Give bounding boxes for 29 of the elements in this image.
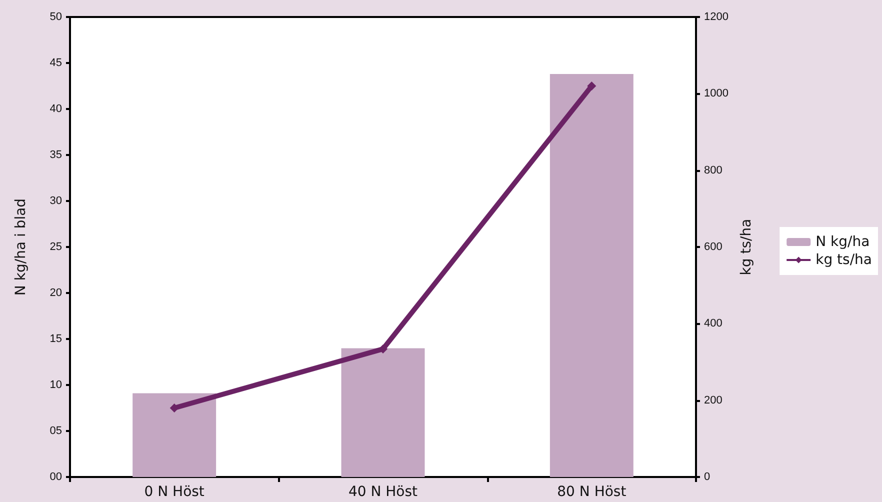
y2-tick-label: 600 xyxy=(704,241,722,253)
y-tick-label: 20 xyxy=(50,287,62,299)
legend-label: kg ts/ha xyxy=(816,252,872,268)
y2-tick-label: 200 xyxy=(704,394,722,406)
y-axis-title: N kg/ha i blad xyxy=(13,198,29,296)
y-tick-label: 15 xyxy=(50,333,62,345)
y-tick-label: 35 xyxy=(50,149,62,161)
y-tick-label: 40 xyxy=(50,103,62,115)
x-tick-label: 80 N Höst xyxy=(557,484,627,500)
bar xyxy=(132,393,216,477)
x-tick-label: 40 N Höst xyxy=(348,484,418,500)
y2-axis-title: kg ts/ha xyxy=(738,218,754,276)
y-tick-label: 50 xyxy=(50,11,62,23)
y-tick-label: 05 xyxy=(50,425,62,437)
x-tick-label: 0 N Höst xyxy=(144,484,205,500)
y-tick-label: 45 xyxy=(50,57,62,69)
point xyxy=(587,82,596,90)
bar xyxy=(341,348,425,477)
y-tick-label: 00 xyxy=(50,471,62,483)
y2-tick-label: 1000 xyxy=(704,88,728,100)
y-tick-label: 30 xyxy=(50,195,62,207)
y-tick-label: 10 xyxy=(50,379,62,391)
y2-tick-label: 400 xyxy=(704,318,722,330)
y2-tick-label: 1200 xyxy=(704,11,728,23)
y-tick-label: 25 xyxy=(50,241,62,253)
bar xyxy=(550,74,634,477)
legend-label: N kg/ha xyxy=(816,234,870,250)
y2-tick-label: 800 xyxy=(704,164,722,176)
y2-tick-label: 0 xyxy=(704,471,710,483)
